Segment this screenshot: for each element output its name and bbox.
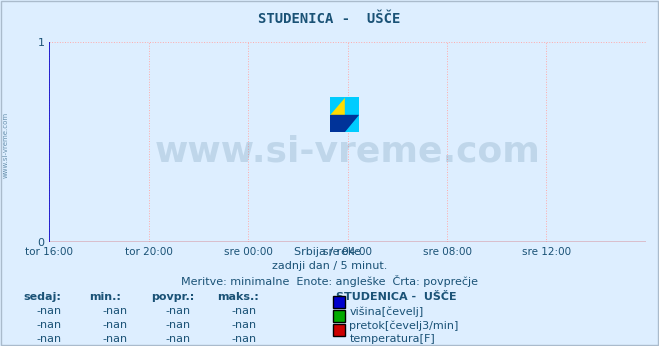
Text: -nan: -nan — [231, 320, 256, 330]
Polygon shape — [345, 115, 359, 132]
Polygon shape — [345, 115, 359, 132]
Text: -nan: -nan — [231, 306, 256, 316]
Text: -nan: -nan — [37, 334, 62, 344]
Text: www.si-vreme.com: www.si-vreme.com — [2, 112, 9, 179]
Text: maks.:: maks.: — [217, 292, 259, 302]
Polygon shape — [330, 115, 345, 132]
Text: Srbija / reke.: Srbija / reke. — [295, 247, 364, 257]
Text: temperatura[F]: temperatura[F] — [349, 334, 435, 344]
Text: povpr.:: povpr.: — [152, 292, 195, 302]
Text: zadnji dan / 5 minut.: zadnji dan / 5 minut. — [272, 261, 387, 271]
Text: STUDENICA -  UŠČE: STUDENICA - UŠČE — [258, 12, 401, 26]
Text: www.si-vreme.com: www.si-vreme.com — [155, 135, 540, 169]
Text: -nan: -nan — [165, 334, 190, 344]
Text: sedaj:: sedaj: — [23, 292, 61, 302]
Text: pretok[čevelj3/min]: pretok[čevelj3/min] — [349, 320, 459, 330]
Text: STUDENICA -  UŠČE: STUDENICA - UŠČE — [336, 292, 457, 302]
Text: višina[čevelj]: višina[čevelj] — [349, 306, 424, 317]
Text: -nan: -nan — [37, 320, 62, 330]
Polygon shape — [330, 97, 345, 115]
Text: min.:: min.: — [89, 292, 121, 302]
Text: -nan: -nan — [37, 306, 62, 316]
Polygon shape — [330, 97, 345, 115]
Text: Meritve: minimalne  Enote: angleške  Črta: povprečje: Meritve: minimalne Enote: angleške Črta:… — [181, 275, 478, 287]
Text: -nan: -nan — [103, 320, 128, 330]
Text: -nan: -nan — [231, 334, 256, 344]
Polygon shape — [345, 97, 359, 115]
Text: -nan: -nan — [103, 334, 128, 344]
Text: -nan: -nan — [165, 306, 190, 316]
Text: -nan: -nan — [103, 306, 128, 316]
Text: -nan: -nan — [165, 320, 190, 330]
